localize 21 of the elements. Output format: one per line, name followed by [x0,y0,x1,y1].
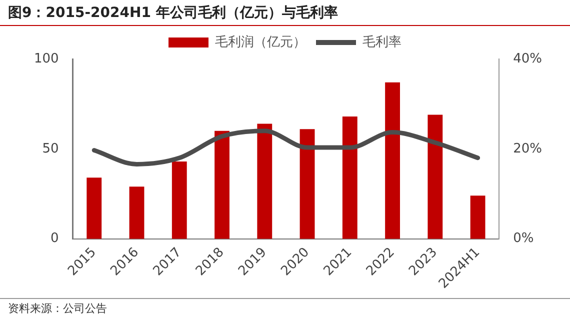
legend-label: 毛利率 [362,34,402,50]
bar [172,161,187,239]
text: 资料来源：公司公告 [0,298,570,318]
bar [385,82,400,239]
bar [300,129,315,239]
bar [257,124,272,239]
y2-tick-label: 40% [513,51,542,66]
bar [342,116,358,239]
chart-title: 图9：2015-2024H1 年公司毛利（亿元）与毛利率 [0,0,570,26]
y-tick-label: 100 [34,51,59,66]
y2-tick-label: 20% [513,141,542,156]
line-series [92,128,480,166]
legend-label: 毛利润（亿元） [215,34,306,50]
bar [470,196,486,239]
bar [86,178,102,239]
bar [428,114,443,239]
y-tick-label: 50 [42,141,59,156]
bar [129,186,144,239]
y2-tick-label: 0% [513,231,534,246]
bar [214,130,230,239]
y-tick-label: 0 [50,231,59,246]
